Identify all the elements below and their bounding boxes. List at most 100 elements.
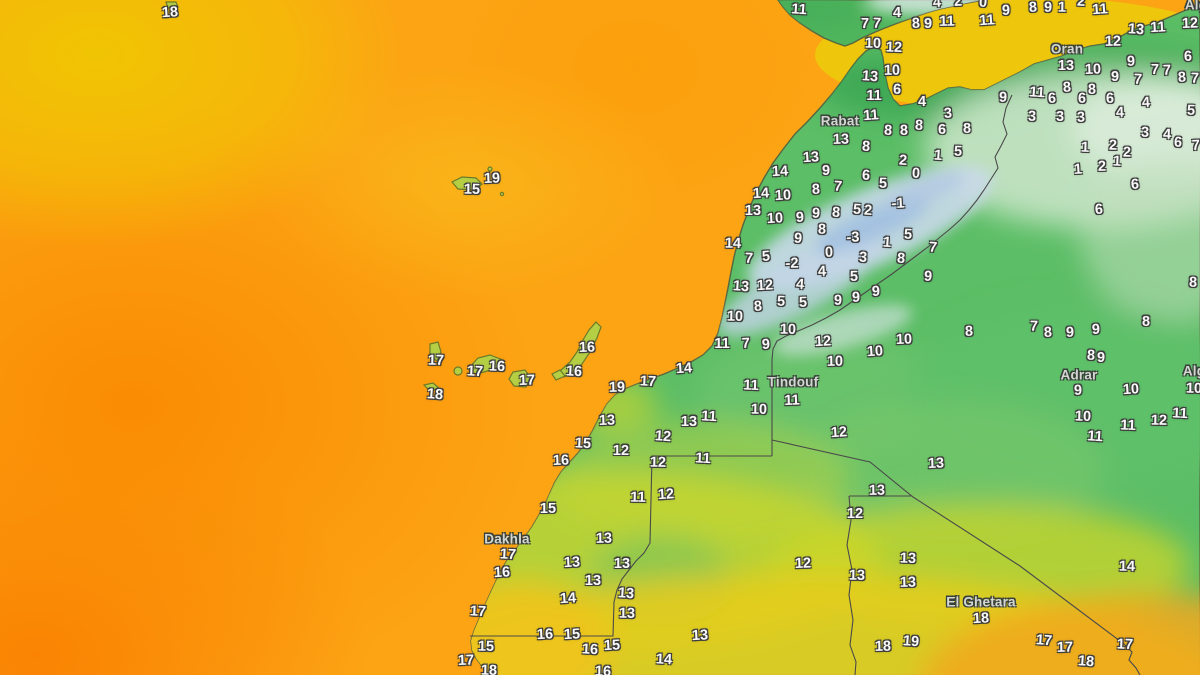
temperature-reading: 13 (744, 202, 762, 219)
temperature-reading: 0 (978, 0, 988, 12)
temperature-reading: 4 (1162, 126, 1172, 143)
temperature-reading: 9 (761, 336, 771, 353)
temperature-reading: 10 (826, 353, 844, 370)
temperature-reading: 10 (774, 187, 792, 205)
temperature-reading: 17 (499, 546, 517, 564)
city-label: Alg (1182, 363, 1200, 379)
temperature-reading: 3 (858, 249, 868, 267)
temperature-reading: 13 (595, 530, 613, 547)
temperature-reading: 9 (1043, 0, 1053, 16)
temperature-reading: 11 (630, 489, 646, 506)
temperature-reading: 11 (700, 408, 718, 426)
border-algeria-mauritania-mali (771, 439, 1141, 675)
temperature-reading: 11 (784, 392, 800, 410)
island-fuerteventura-lanzarote (559, 321, 602, 378)
temperature-reading: 10 (895, 331, 913, 349)
temperature-reading: 9 (1110, 68, 1120, 85)
temperature-reading: 15 (477, 638, 495, 655)
temperature-reading: 13 (1057, 57, 1075, 74)
temperature-reading: 9 (1001, 2, 1011, 19)
temperature-reading: 11 (862, 107, 880, 125)
temperature-reading: 10 (1185, 380, 1200, 397)
temperature-reading: 3 (1140, 124, 1150, 141)
temperature-reading: 5 (878, 175, 888, 192)
temperature-reading: 9 (998, 89, 1008, 106)
temperature-reading: 16 (578, 339, 596, 357)
temperature-reading: 15 (463, 181, 481, 198)
temperature-reading: 3 (1027, 108, 1037, 125)
temperature-reading: 3 (1076, 109, 1086, 126)
temperature-reading: 11 (743, 377, 759, 395)
temperature-reading: 8 (896, 250, 906, 268)
temperature-reading: 12 (756, 277, 774, 295)
temperature-reading: 15 (603, 637, 621, 655)
temperature-reading: 8 (899, 122, 909, 139)
temperature-reading: 12 (830, 424, 848, 442)
temperature-reading: 13 (927, 455, 945, 473)
temperature-reading: 18 (426, 386, 444, 404)
temperature-reading: 8 (962, 120, 972, 137)
temperature-reading: 13 (832, 131, 850, 148)
temperature-reading: 7 (860, 15, 870, 32)
temperature-reading: 11 (1086, 428, 1104, 446)
temperature-reading: 0 (824, 244, 834, 261)
temperature-reading: 5 (776, 293, 786, 310)
temperature-reading: 7 (744, 250, 754, 267)
temperature-reading: 12 (794, 555, 812, 573)
temperature-reading: 2 (898, 152, 908, 170)
temperature-reading: 9 (821, 162, 831, 179)
temperature-reading: 17 (518, 372, 536, 390)
temperature-reading: 8 (911, 15, 921, 32)
temperature-reading: 16 (594, 663, 612, 675)
temperature-reading: 9 (811, 205, 821, 222)
temperature-reading: -1 (891, 195, 905, 213)
temperature-reading: 7 (833, 178, 843, 196)
temperature-reading: 13 (563, 554, 581, 572)
temperature-reading: 0 (911, 165, 921, 182)
temperature-reading: 6 (1173, 134, 1183, 151)
temperature-reading: 6 (892, 81, 902, 98)
temperature-reading: 12 (885, 39, 903, 57)
temperature-reading: 13 (802, 149, 820, 167)
temperature-reading: 4 (1115, 104, 1125, 121)
temperature-reading: 3 (1055, 108, 1065, 125)
temperature-reading: 2 (1122, 144, 1132, 161)
city-label: Alg (1184, 0, 1200, 13)
temperature-reading: 13 (598, 412, 616, 430)
temperature-reading: 11 (866, 87, 882, 104)
temperature-reading: 10 (864, 35, 882, 52)
temperature-reading: 8 (1087, 81, 1097, 98)
temperature-reading: 6 (1183, 48, 1193, 65)
temperature-reading: 17 (469, 603, 487, 621)
temperature-reading: 11 (694, 450, 712, 468)
temperature-reading: -3 (846, 229, 860, 246)
temperature-reading: 12 (846, 505, 864, 522)
temperature-reading: 13 (680, 413, 698, 430)
temperature-reading: 11 (1149, 19, 1167, 37)
temperature-reading: 10 (1122, 381, 1140, 399)
temperature-reading: 9 (1073, 382, 1083, 399)
temperature-reading: 8 (811, 181, 821, 198)
temperature-reading: 9 (833, 292, 843, 309)
temperature-reading: 2 (953, 0, 963, 11)
temperature-reading: 17 (427, 352, 445, 369)
temperature-reading: 7 (1190, 70, 1200, 87)
temperature-reading: 16 (581, 641, 599, 659)
temperature-reading: 14 (655, 651, 673, 669)
temperature-reading: 18 (1077, 653, 1095, 671)
temperature-reading: 11 (1120, 417, 1136, 435)
temperature-reading: 4 (892, 4, 902, 21)
temperature-reading: 5 (852, 201, 862, 219)
country-borders (470, 94, 1141, 675)
border-mauritania-mali (846, 495, 911, 675)
temperature-reading: 1 (933, 147, 943, 165)
temperature-reading: 13 (584, 572, 602, 589)
temperature-reading: 10 (1084, 61, 1102, 79)
temperature-reading: 12 (649, 454, 667, 471)
temperature-reading: 9 (1091, 321, 1101, 338)
temperature-reading: 4 (1141, 94, 1151, 111)
island-tenerife (467, 354, 504, 375)
temperature-reading: 10 (866, 343, 884, 361)
temperature-reading: 12 (612, 442, 630, 459)
